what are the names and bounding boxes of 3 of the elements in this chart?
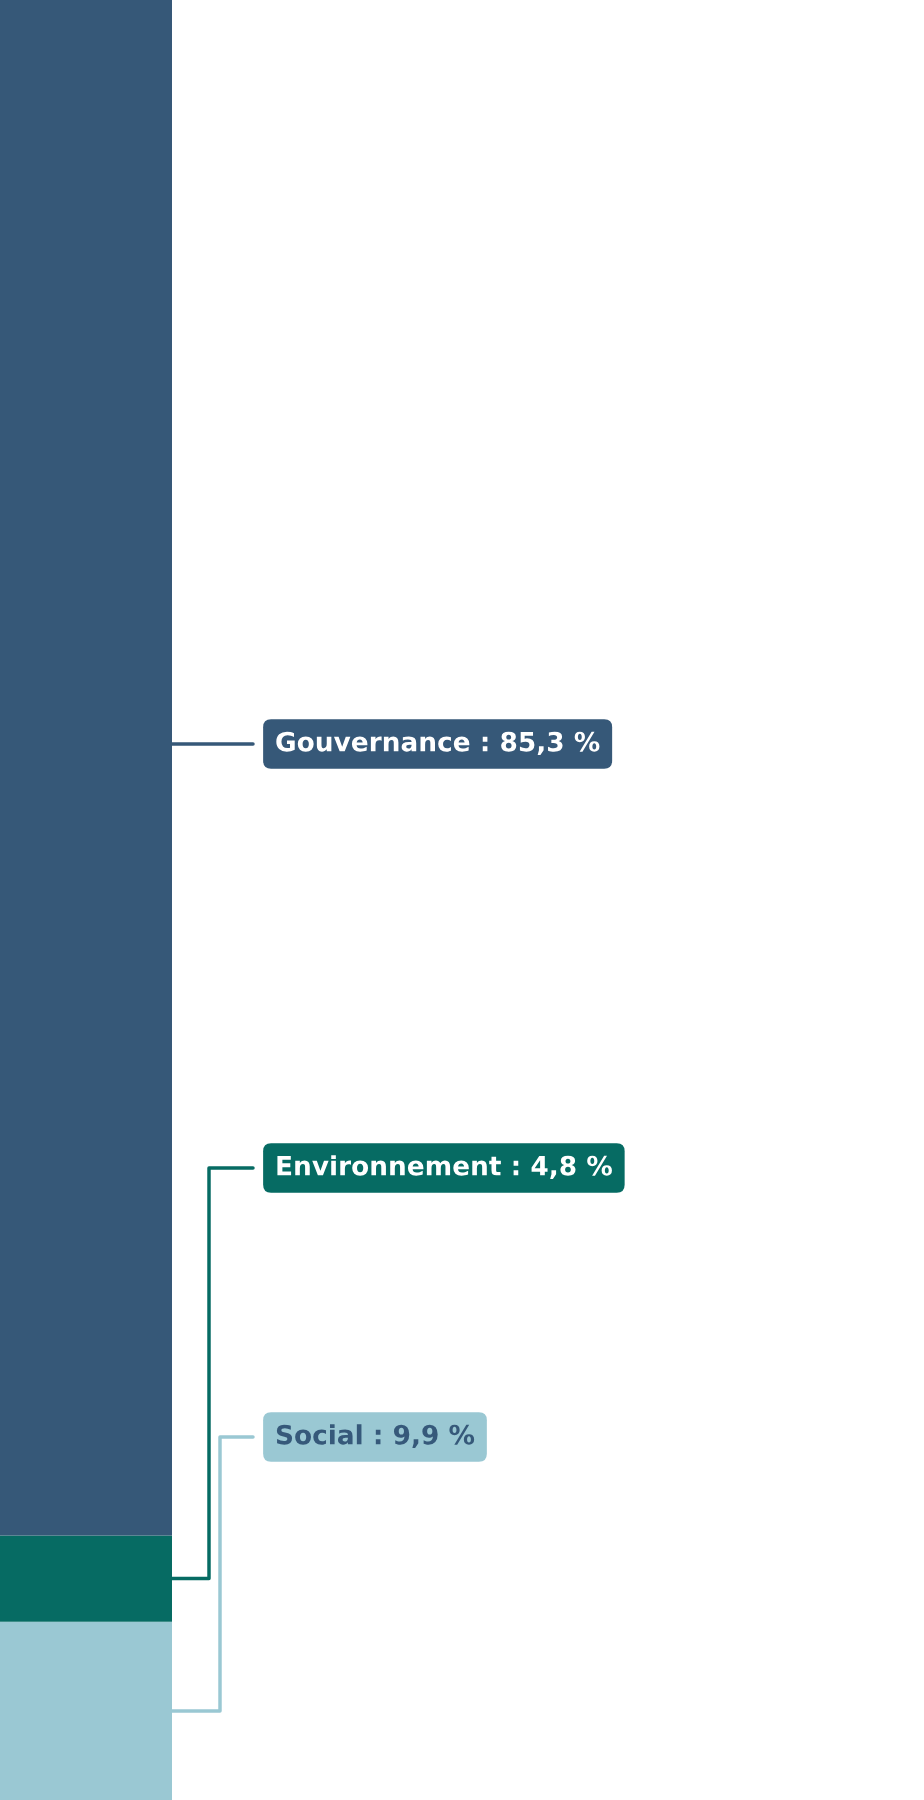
data-label: Environnement : 4,8 % <box>277 1155 612 1180</box>
data-label: Social : 9,9 % <box>276 1424 475 1449</box>
data-label: Gouvernance : 85,3 % <box>276 731 600 756</box>
